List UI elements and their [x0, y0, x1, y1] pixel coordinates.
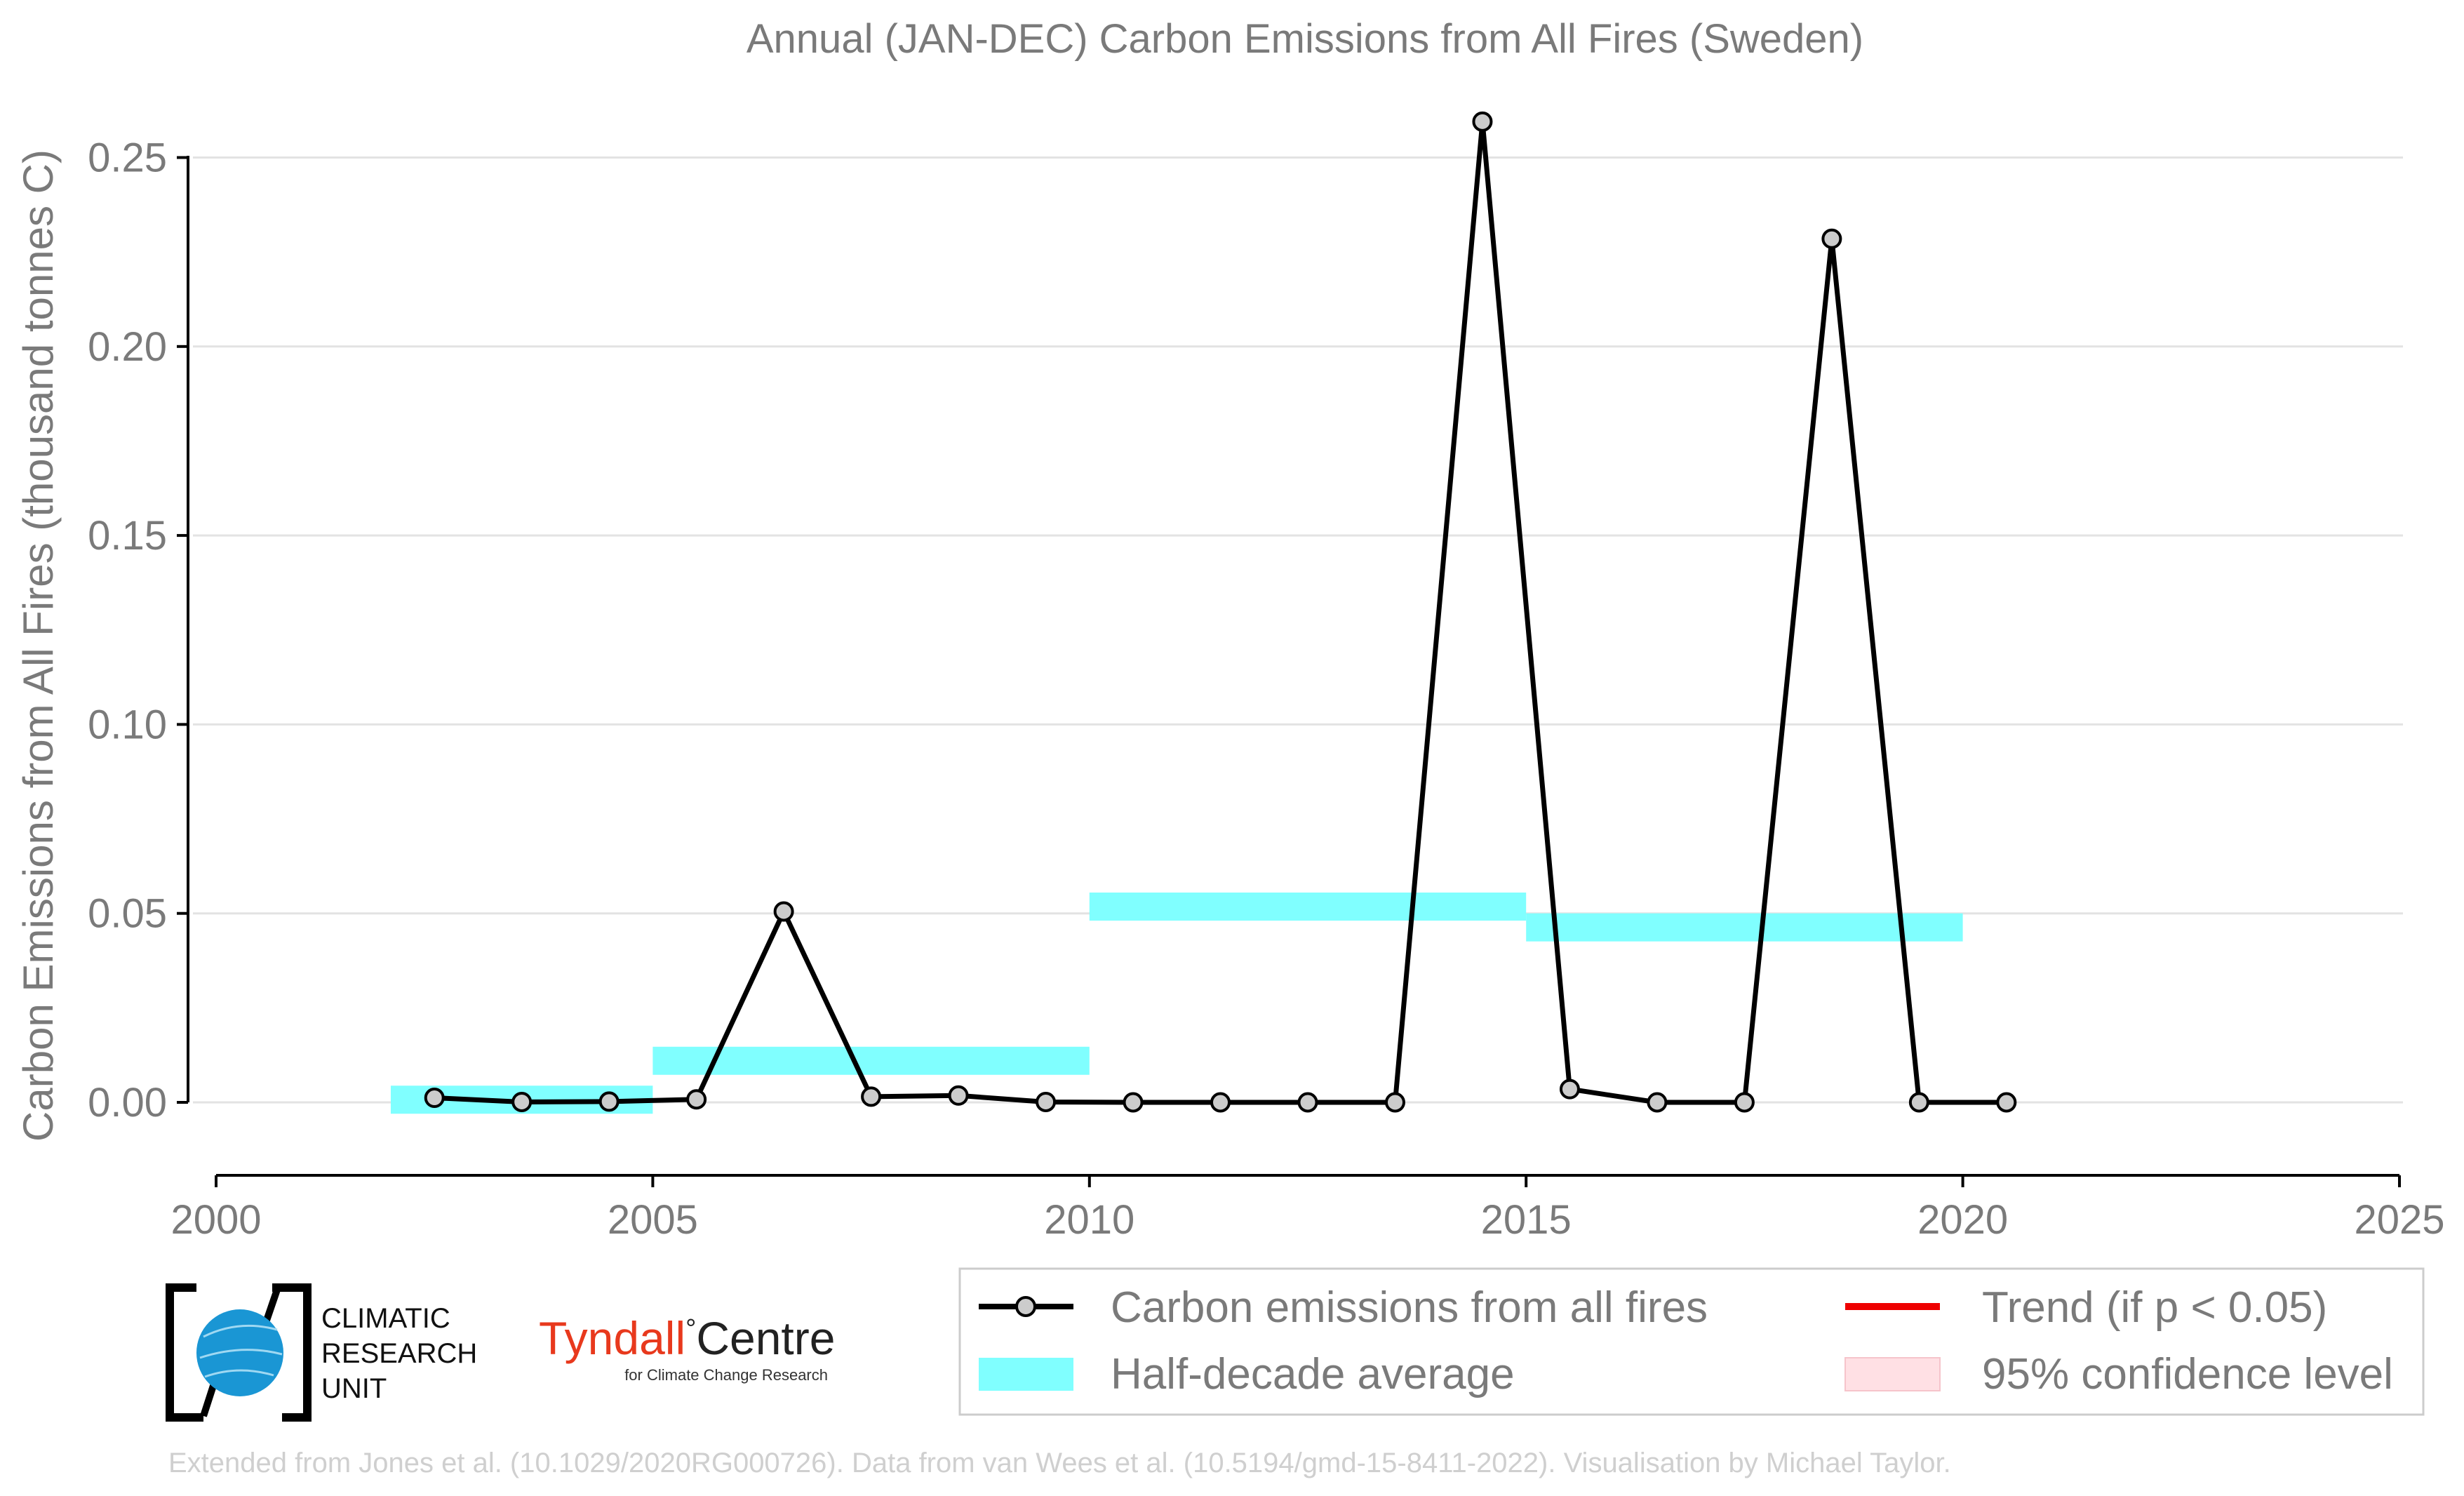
x-tick-label: 2025 [2354, 1197, 2444, 1243]
x-ticks: 2000 2005 2010 2015 2020 2025 [170, 1175, 2445, 1243]
data-point [1908, 1092, 1929, 1113]
legend-trend-label: Trend (if p < 0.05) [1982, 1283, 2327, 1332]
y-tick-label: 0.00 [88, 1080, 167, 1126]
data-point [598, 1091, 620, 1112]
legend-average-patch [979, 1358, 1073, 1391]
grid-lines [193, 156, 2403, 1104]
legend-average-label: Half-decade average [1111, 1350, 1515, 1398]
credit-line: Extended from Jones et al. (10.1029/2020… [168, 1448, 1951, 1478]
x-tick-label: 2020 [1917, 1197, 2008, 1243]
cru-globe-swirl-1 [203, 1324, 278, 1338]
data-point [948, 1085, 969, 1106]
data-point [686, 1089, 707, 1110]
legend-confidence-patch [1844, 1357, 1941, 1391]
data-point [1472, 111, 1493, 132]
emissions-series [424, 111, 2017, 1113]
tyndall-subtitle: for Climate Change Research [624, 1366, 828, 1384]
series-line [434, 119, 2007, 1105]
x-tick-label: 2010 [1044, 1197, 1134, 1243]
half-decade-band [652, 1046, 1090, 1075]
cru-globe-swirl-2 [199, 1349, 283, 1359]
y-axis-label: Carbon Emissions from All Fires (thousan… [15, 149, 62, 1142]
cru-text-line-2: RESEARCH [321, 1338, 477, 1369]
tyndall-degree: ° [685, 1314, 696, 1344]
data-point [1384, 1092, 1405, 1113]
cru-text-line-3: UNIT [321, 1373, 387, 1404]
data-point [1297, 1092, 1318, 1113]
data-point [511, 1091, 533, 1112]
y-tick-label: 0.10 [88, 702, 167, 747]
data-point [1123, 1092, 1144, 1113]
tyndall-logo: Tyndall°Centre for Climate Change Resear… [539, 1312, 835, 1384]
legend: Carbon emissions from all fires Trend (i… [958, 1267, 2425, 1416]
legend-emissions-label: Carbon emissions from all fires [1111, 1283, 1708, 1332]
legend-emissions-marker [1015, 1296, 1036, 1317]
data-point [424, 1088, 445, 1109]
data-point [1647, 1092, 1668, 1113]
data-point [1821, 228, 1842, 249]
data-point [1996, 1092, 2017, 1113]
half-decade-band [1526, 913, 1963, 942]
cru-globe-icon [196, 1309, 283, 1396]
data-point [1036, 1091, 1057, 1112]
y-tick-label: 0.25 [88, 135, 167, 181]
cru-logo: CLIMATIC RESEARCH UNIT [166, 1283, 477, 1422]
y-ticks: 0.00 0.05 0.10 0.15 0.20 0.25 [88, 135, 188, 1126]
x-tick-label: 2005 [608, 1197, 698, 1243]
axes [187, 156, 2399, 1177]
legend-frame [958, 1267, 2425, 1416]
y-tick-label: 0.20 [88, 324, 167, 370]
cru-bracket-right [272, 1283, 312, 1422]
data-point [1559, 1078, 1580, 1100]
y-tick-label: 0.05 [88, 891, 167, 937]
half-decade-bands [390, 893, 1963, 1114]
tyndall-centre: Centre [696, 1312, 835, 1364]
cru-globe-swirl-3 [204, 1369, 274, 1378]
half-decade-band [1089, 893, 1527, 921]
x-tick-label: 2000 [170, 1197, 261, 1243]
data-point [861, 1086, 882, 1107]
tyndall-wordmark: Tyndall°Centre [539, 1312, 835, 1364]
cru-bracket-left [166, 1283, 203, 1422]
y-tick-label: 0.15 [88, 513, 167, 559]
data-point [1210, 1092, 1231, 1113]
data-point [1734, 1092, 1755, 1113]
data-point [773, 901, 794, 922]
legend-confidence-label: 95% confidence level [1982, 1350, 2393, 1398]
cru-text-line-1: CLIMATIC [321, 1303, 450, 1334]
x-tick-label: 2015 [1481, 1197, 1572, 1243]
tyndall-name: Tyndall [539, 1312, 685, 1364]
chart-title: Annual (JAN-DEC) Carbon Emissions from A… [746, 16, 1863, 62]
